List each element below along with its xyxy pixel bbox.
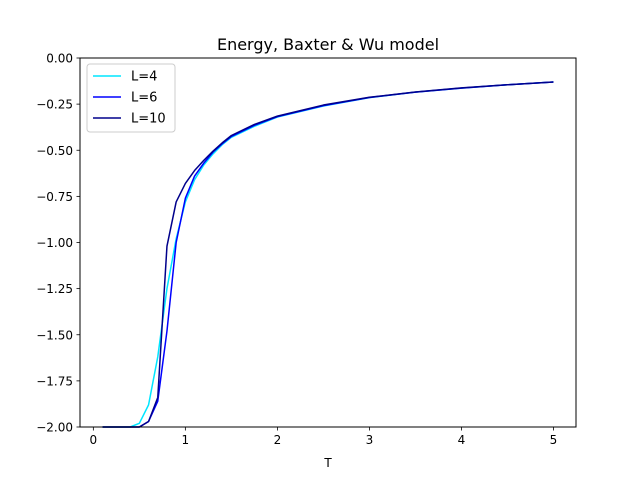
legend: L=4 L=6 L=10	[86, 63, 176, 133]
legend-label: L=4	[131, 70, 157, 85]
y-tick-label: −1.50	[36, 328, 73, 342]
x-tick-label: 0	[90, 433, 98, 447]
y-tick-label: 0.00	[46, 52, 73, 66]
y-tick-label: −0.75	[36, 190, 73, 204]
x-tick-label: 4	[458, 433, 466, 447]
x-axis-label: T	[323, 456, 332, 470]
legend-label: L=10	[131, 112, 166, 127]
x-tick-label: 3	[366, 433, 374, 447]
y-tick-label: −0.25	[36, 98, 73, 112]
y-axis-ticks: 0.00 −0.25 −0.50 −0.75 −1.00 −1.25 −1.50 −1.75 −…	[36, 52, 80, 435]
chart-title: Energy, Baxter & Wu model	[217, 35, 439, 54]
y-tick-label: −1.00	[36, 236, 73, 250]
x-tick-label: 1	[182, 433, 190, 447]
y-tick-label: −2.00	[36, 421, 73, 435]
x-axis-ticks: 0 1 2 3 4 5	[90, 427, 558, 447]
y-tick-label: −1.75	[36, 374, 73, 388]
y-tick-label: −0.50	[36, 144, 73, 158]
x-tick-label: 2	[274, 433, 282, 447]
x-tick-label: 5	[550, 433, 558, 447]
legend-label: L=6	[131, 91, 157, 106]
legend-box	[86, 63, 176, 133]
y-tick-label: −1.25	[36, 282, 73, 296]
